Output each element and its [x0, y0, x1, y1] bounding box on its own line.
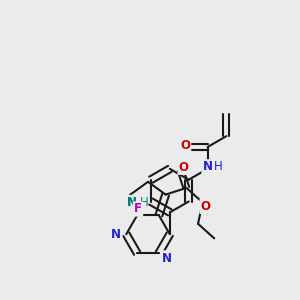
Text: O: O [178, 161, 189, 174]
Text: O: O [180, 139, 190, 152]
Text: H: H [140, 196, 148, 209]
Text: N: N [202, 160, 213, 173]
Text: F: F [134, 202, 142, 215]
Text: H: H [214, 160, 223, 173]
Text: N: N [128, 196, 137, 209]
Text: O: O [201, 200, 211, 213]
Text: N: N [162, 251, 172, 265]
Text: N: N [128, 196, 137, 209]
Text: N: N [111, 228, 121, 241]
